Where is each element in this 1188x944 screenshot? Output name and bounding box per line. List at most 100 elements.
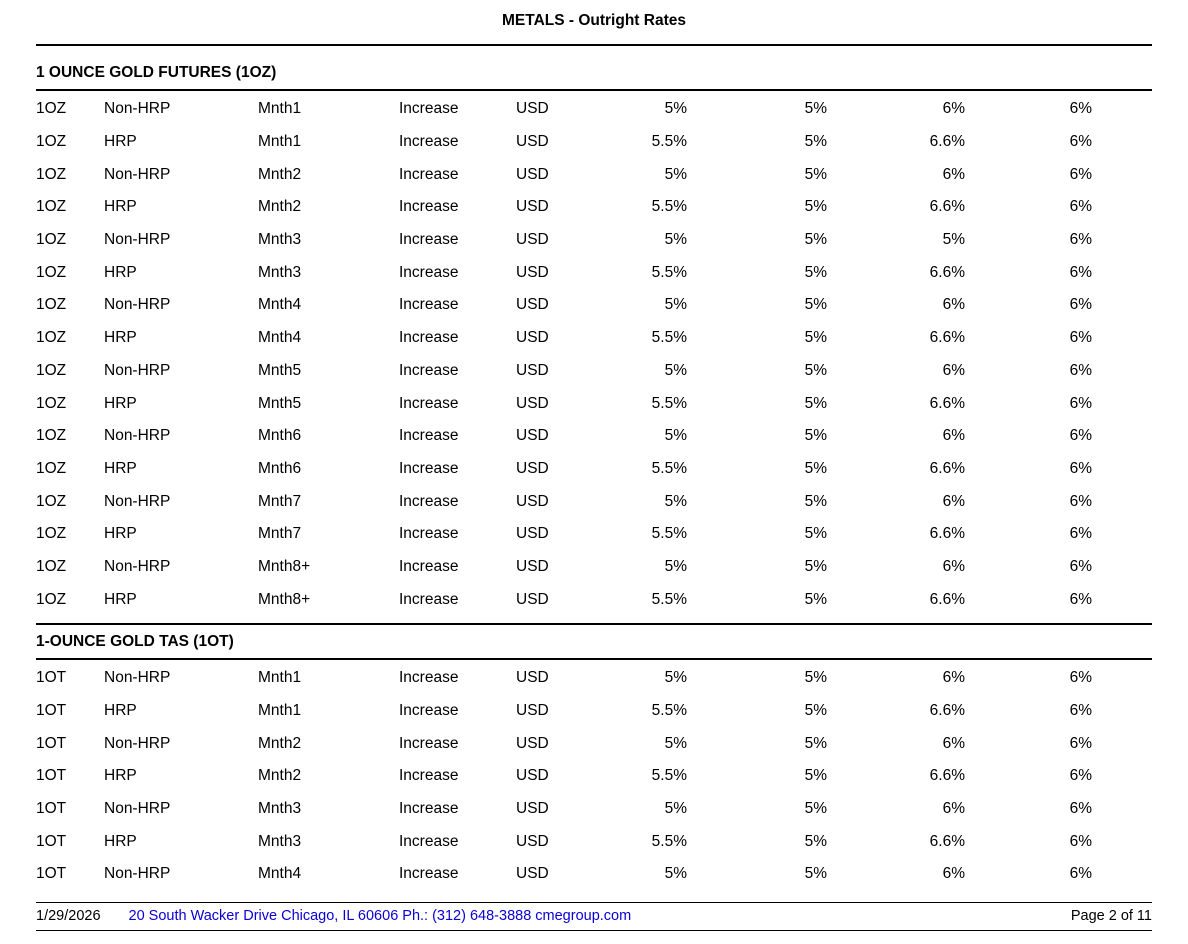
- table-row: 1OT Non-HRP Mnth2 Increase USD 5% 5% 6% …: [36, 727, 1152, 760]
- table-row: 1OZ HRP Mnth6 Increase USD 5.5% 5% 6.6% …: [36, 453, 1152, 486]
- rates-table-body: 1OT Non-HRP Mnth1 Increase USD 5% 5% 6% …: [36, 662, 1152, 891]
- cell-rate-2: 5%: [804, 832, 827, 850]
- cell-rate-4: 6%: [1069, 263, 1092, 281]
- cell-rate-3: 6%: [942, 427, 965, 445]
- table-row: 1OZ Non-HRP Mnth3 Increase USD 5% 5% 5% …: [36, 224, 1152, 257]
- cell-rate-1: 5.5%: [651, 394, 687, 412]
- cell-product-code: 1OZ: [36, 590, 67, 608]
- cell-rate-4: 6%: [1069, 198, 1092, 216]
- cell-rate-1: 5%: [664, 669, 687, 687]
- cell-rate-4: 6%: [1069, 525, 1092, 543]
- cell-rate-1: 5.5%: [651, 832, 687, 850]
- rate-sections: 1 OUNCE GOLD FUTURES (1OZ) 1OZ Non-HRP M…: [36, 46, 1152, 891]
- cell-currency: USD: [516, 865, 549, 883]
- cell-product-code: 1OZ: [36, 263, 67, 281]
- cell-rate-3: 6.6%: [929, 133, 965, 151]
- cell-rate-4: 6%: [1069, 427, 1092, 445]
- cell-rate-type: Non-HRP: [104, 296, 171, 314]
- cell-product-code: 1OT: [36, 767, 67, 785]
- cell-month: Mnth8+: [258, 557, 311, 575]
- cell-currency: USD: [516, 198, 549, 216]
- cell-rate-2: 5%: [804, 100, 827, 118]
- title-divider: [36, 44, 1152, 46]
- cell-rate-type: HRP: [104, 590, 137, 608]
- cell-rate-type: Non-HRP: [104, 865, 171, 883]
- cell-change-direction: Increase: [399, 361, 459, 379]
- cell-rate-1: 5%: [664, 800, 687, 818]
- cell-rate-2: 5%: [804, 133, 827, 151]
- cell-rate-2: 5%: [804, 800, 827, 818]
- table-row: 1OZ HRP Mnth7 Increase USD 5.5% 5% 6.6% …: [36, 518, 1152, 551]
- cell-product-code: 1OZ: [36, 427, 67, 445]
- cell-change-direction: Increase: [399, 832, 459, 850]
- table-row: 1OZ Non-HRP Mnth5 Increase USD 5% 5% 6% …: [36, 355, 1152, 388]
- cell-currency: USD: [516, 832, 549, 850]
- cell-rate-1: 5.5%: [651, 263, 687, 281]
- cell-rate-1: 5%: [664, 165, 687, 183]
- cell-month: Mnth6: [258, 459, 302, 477]
- cell-change-direction: Increase: [399, 734, 459, 752]
- table-row: 1OT Non-HRP Mnth1 Increase USD 5% 5% 6% …: [36, 662, 1152, 695]
- cell-month: Mnth2: [258, 734, 302, 752]
- cell-rate-1: 5%: [664, 865, 687, 883]
- cell-rate-type: Non-HRP: [104, 231, 171, 249]
- cell-rate-4: 6%: [1069, 394, 1092, 412]
- cell-rate-3: 6%: [942, 296, 965, 314]
- cell-rate-1: 5.5%: [651, 133, 687, 151]
- cell-month: Mnth1: [258, 669, 302, 687]
- cell-product-code: 1OZ: [36, 394, 67, 412]
- cell-rate-4: 6%: [1069, 361, 1092, 379]
- cell-month: Mnth4: [258, 865, 302, 883]
- cell-change-direction: Increase: [399, 394, 459, 412]
- cell-product-code: 1OZ: [36, 361, 67, 379]
- cell-month: Mnth7: [258, 525, 302, 543]
- rates-table: 1OT Non-HRP Mnth1 Increase USD 5% 5% 6% …: [36, 662, 1152, 891]
- table-row: 1OZ HRP Mnth2 Increase USD 5.5% 5% 6.6% …: [36, 191, 1152, 224]
- cell-change-direction: Increase: [399, 865, 459, 883]
- cell-rate-3: 6%: [942, 865, 965, 883]
- cell-currency: USD: [516, 100, 549, 118]
- cell-month: Mnth3: [258, 263, 302, 281]
- cell-month: Mnth5: [258, 394, 302, 412]
- table-row: 1OZ Non-HRP Mnth7 Increase USD 5% 5% 6% …: [36, 485, 1152, 518]
- cell-product-code: 1OZ: [36, 525, 67, 543]
- cell-rate-4: 6%: [1069, 459, 1092, 477]
- cell-rate-2: 5%: [804, 263, 827, 281]
- cell-rate-3: 6%: [942, 361, 965, 379]
- table-row: 1OZ Non-HRP Mnth8+ Increase USD 5% 5% 6%…: [36, 551, 1152, 584]
- cell-currency: USD: [516, 427, 549, 445]
- cell-rate-3: 6%: [942, 557, 965, 575]
- cell-rate-3: 6%: [942, 100, 965, 118]
- cell-rate-2: 5%: [804, 361, 827, 379]
- table-row: 1OZ Non-HRP Mnth2 Increase USD 5% 5% 6% …: [36, 158, 1152, 191]
- cell-rate-4: 6%: [1069, 133, 1092, 151]
- cell-rate-3: 6.6%: [929, 198, 965, 216]
- cell-rate-2: 5%: [804, 231, 827, 249]
- rates-table-body: 1OZ Non-HRP Mnth1 Increase USD 5% 5% 6% …: [36, 93, 1152, 616]
- cell-rate-type: HRP: [104, 198, 137, 216]
- table-row: 1OT HRP Mnth3 Increase USD 5.5% 5% 6.6% …: [36, 825, 1152, 858]
- footer-row: 1/29/2026 20 South Wacker Drive Chicago,…: [36, 903, 1152, 930]
- cell-currency: USD: [516, 459, 549, 477]
- cell-rate-4: 6%: [1069, 492, 1092, 510]
- cell-rate-3: 6.6%: [929, 590, 965, 608]
- cell-rate-3: 6%: [942, 669, 965, 687]
- cell-rate-1: 5%: [664, 100, 687, 118]
- page-indicator: Page 2 of 11: [1070, 908, 1152, 924]
- cell-month: Mnth1: [258, 133, 302, 151]
- cell-rate-4: 6%: [1069, 329, 1092, 347]
- page-footer: 1/29/2026 20 South Wacker Drive Chicago,…: [36, 902, 1152, 931]
- cell-rate-1: 5.5%: [651, 329, 687, 347]
- cell-product-code: 1OT: [36, 702, 67, 720]
- table-row: 1OZ HRP Mnth8+ Increase USD 5.5% 5% 6.6%…: [36, 583, 1152, 616]
- cell-currency: USD: [516, 492, 549, 510]
- footer-date: 1/29/2026: [36, 908, 101, 924]
- cell-change-direction: Increase: [399, 492, 459, 510]
- cell-rate-1: 5%: [664, 296, 687, 314]
- cell-rate-type: Non-HRP: [104, 100, 171, 118]
- cell-month: Mnth7: [258, 492, 302, 510]
- address-link[interactable]: 20 South Wacker Drive Chicago, IL 60606 …: [128, 908, 632, 924]
- cell-currency: USD: [516, 263, 549, 281]
- cell-rate-2: 5%: [804, 394, 827, 412]
- cell-rate-4: 6%: [1069, 669, 1092, 687]
